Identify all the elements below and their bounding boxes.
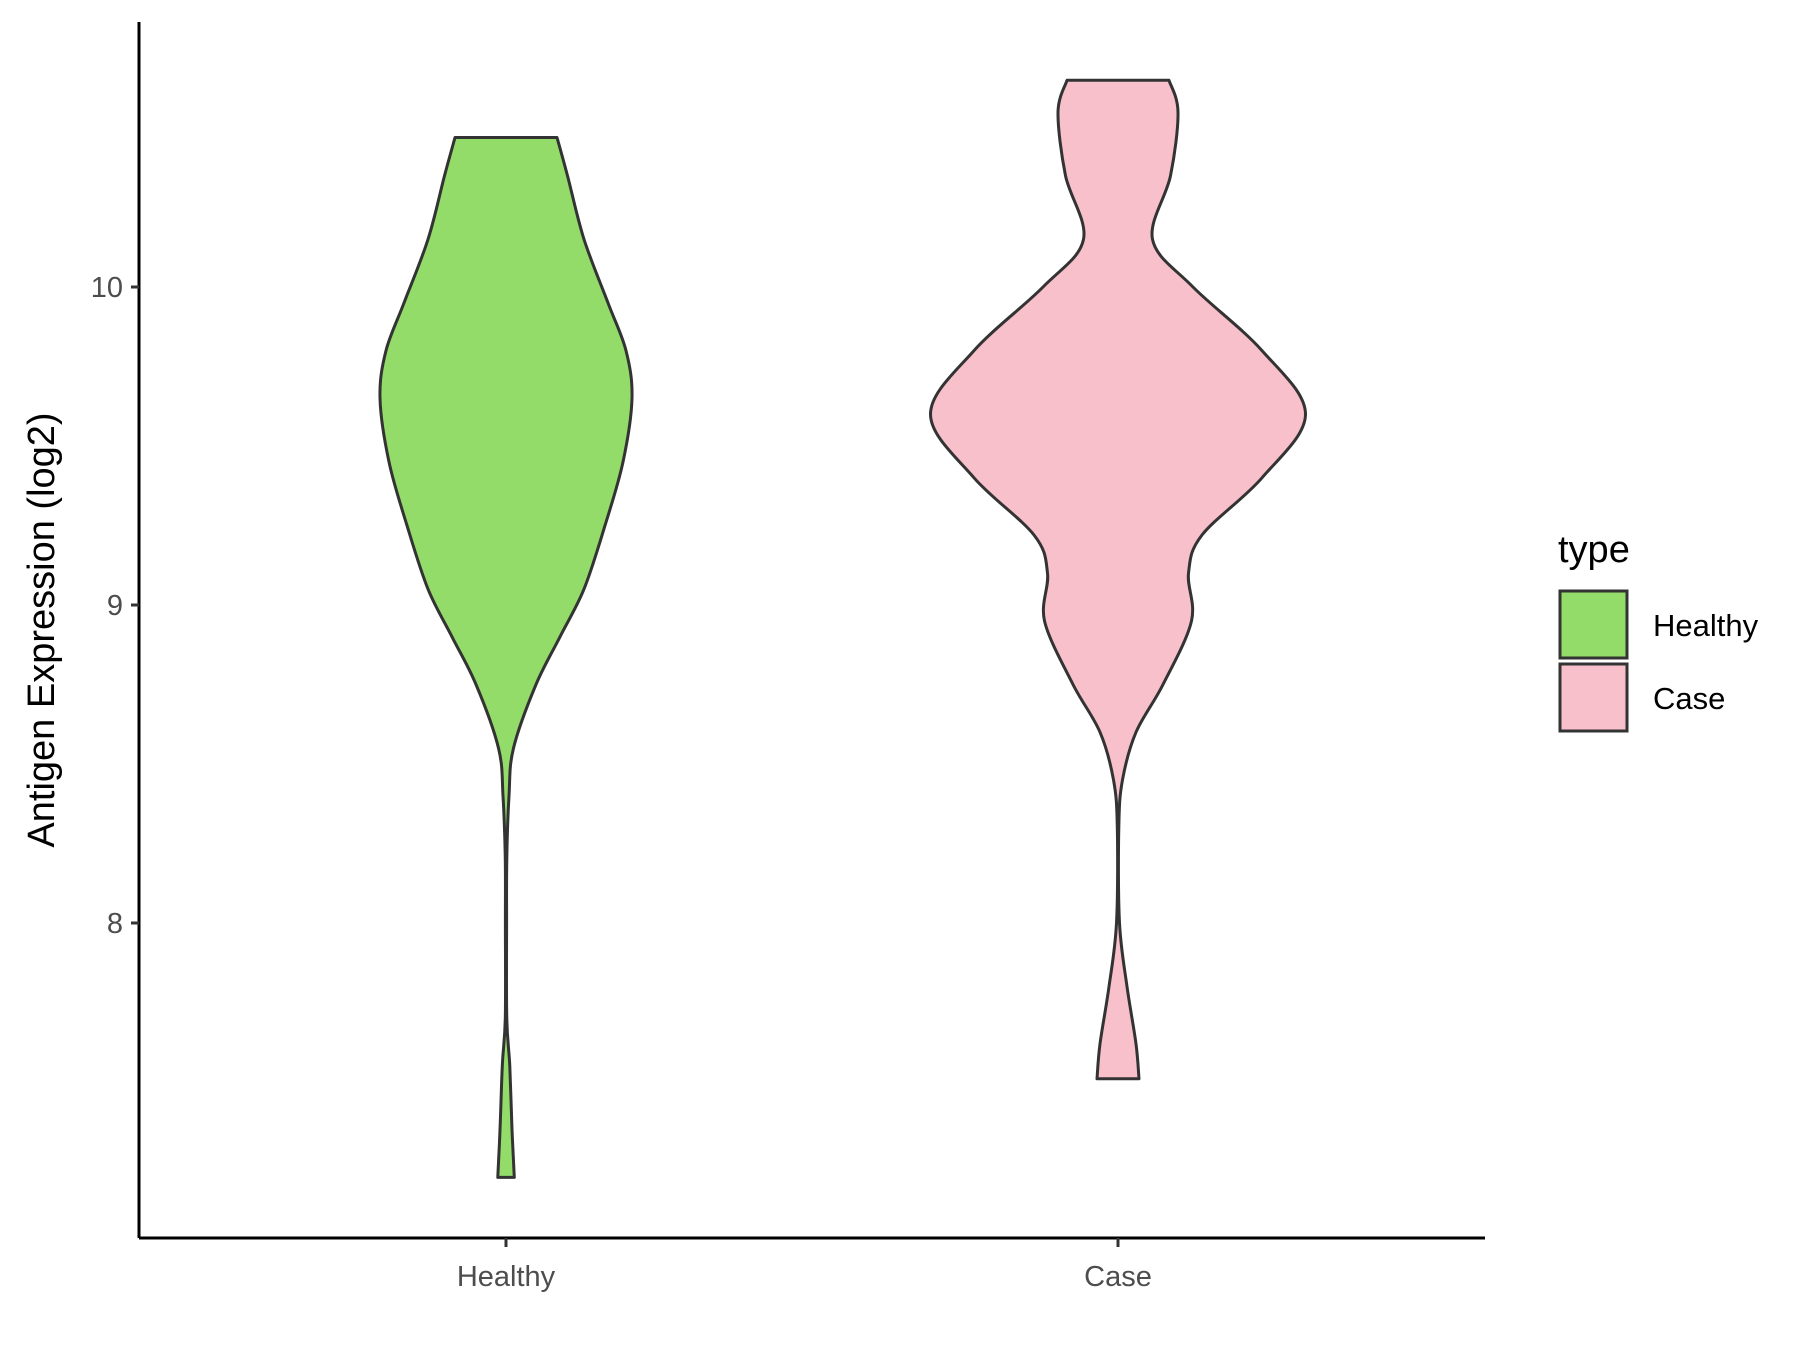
y-axis-ticks: 8 9 10 <box>91 272 139 940</box>
y-tick-label: 10 <box>91 272 123 304</box>
x-axis-ticks: Healthy Case <box>457 1238 1152 1293</box>
legend-swatch-case <box>1558 662 1629 733</box>
legend-label-case: Case <box>1653 681 1725 716</box>
legend-title: type <box>1558 529 1630 571</box>
x-tick-label: Case <box>1084 1261 1152 1293</box>
legend-label-healthy: Healthy <box>1653 608 1759 643</box>
legend-entries: Healthy Case <box>1558 589 1759 733</box>
legend: type Healthy Case <box>1558 529 1759 733</box>
y-axis-title: Antigen Expression (log2) <box>21 412 63 847</box>
legend-swatch-healthy <box>1558 589 1629 660</box>
violin-case <box>929 78 1307 1081</box>
violin-layer <box>378 78 1307 1179</box>
x-tick-label: Healthy <box>457 1261 556 1293</box>
violin-healthy <box>378 136 634 1179</box>
y-tick-label: 8 <box>107 908 123 940</box>
y-tick-label: 9 <box>107 590 123 622</box>
